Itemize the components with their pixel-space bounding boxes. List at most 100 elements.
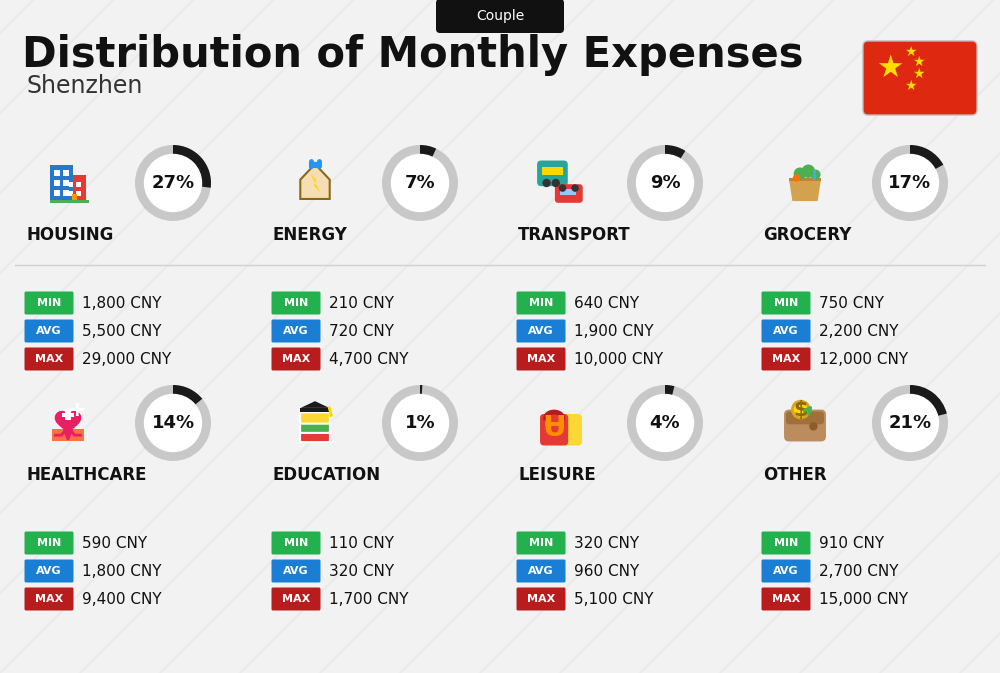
Polygon shape [789, 180, 821, 201]
Circle shape [810, 170, 821, 180]
Text: U: U [542, 414, 566, 442]
Text: 4%: 4% [650, 414, 680, 432]
FancyBboxPatch shape [516, 320, 566, 343]
Text: Distribution of Monthly Expenses: Distribution of Monthly Expenses [22, 34, 804, 76]
Wedge shape [910, 145, 943, 170]
Text: AVG: AVG [283, 326, 309, 336]
FancyBboxPatch shape [300, 421, 330, 433]
Text: MAX: MAX [527, 594, 555, 604]
Text: MAX: MAX [772, 594, 800, 604]
Text: MIN: MIN [284, 538, 308, 548]
Circle shape [882, 394, 938, 452]
Text: MIN: MIN [529, 298, 553, 308]
FancyBboxPatch shape [300, 413, 330, 424]
Text: 750 CNY: 750 CNY [819, 295, 884, 310]
Wedge shape [382, 385, 458, 461]
Text: MIN: MIN [284, 298, 308, 308]
Bar [69, 182, 73, 187]
Text: 9%: 9% [650, 174, 680, 192]
Text: 1,700 CNY: 1,700 CNY [329, 592, 409, 606]
Text: ★: ★ [912, 67, 924, 81]
FancyBboxPatch shape [272, 347, 320, 371]
Wedge shape [872, 385, 948, 461]
Text: 14%: 14% [151, 414, 195, 432]
Text: 5,100 CNY: 5,100 CNY [574, 592, 654, 606]
Text: MIN: MIN [37, 538, 61, 548]
FancyBboxPatch shape [24, 588, 74, 610]
Wedge shape [420, 145, 436, 157]
Text: 1%: 1% [405, 414, 435, 432]
Text: GROCERY: GROCERY [763, 226, 851, 244]
Text: 29,000 CNY: 29,000 CNY [82, 351, 171, 367]
Bar [63, 180, 69, 186]
Text: MAX: MAX [35, 354, 63, 364]
Text: EDUCATION: EDUCATION [273, 466, 381, 484]
FancyBboxPatch shape [555, 184, 583, 203]
Wedge shape [173, 385, 202, 405]
Text: 210 CNY: 210 CNY [329, 295, 394, 310]
Text: ENERGY: ENERGY [273, 226, 348, 244]
Circle shape [542, 179, 551, 187]
Bar [63, 170, 69, 176]
Text: 320 CNY: 320 CNY [574, 536, 639, 551]
Wedge shape [382, 145, 458, 221]
FancyBboxPatch shape [762, 588, 810, 610]
Text: HOUSING: HOUSING [26, 226, 113, 244]
Bar [66, 174, 86, 202]
Bar [76, 191, 81, 197]
Text: +: + [68, 400, 87, 419]
Text: AVG: AVG [773, 566, 799, 576]
Text: 17%: 17% [888, 174, 932, 192]
FancyBboxPatch shape [762, 320, 810, 343]
FancyBboxPatch shape [272, 291, 320, 314]
Bar [545, 422, 563, 427]
Text: AVG: AVG [36, 326, 62, 336]
FancyBboxPatch shape [516, 347, 566, 371]
FancyBboxPatch shape [24, 559, 74, 583]
Text: AVG: AVG [36, 566, 62, 576]
Circle shape [882, 155, 938, 211]
Circle shape [802, 164, 815, 178]
Circle shape [571, 184, 579, 192]
Bar [813, 170, 816, 180]
Wedge shape [135, 385, 211, 461]
Text: 2,700 CNY: 2,700 CNY [819, 563, 898, 579]
Text: AVG: AVG [528, 326, 554, 336]
Circle shape [794, 168, 806, 180]
FancyBboxPatch shape [537, 161, 568, 186]
Text: 12,000 CNY: 12,000 CNY [819, 351, 908, 367]
Polygon shape [55, 411, 81, 434]
Bar [542, 167, 563, 176]
Text: ★: ★ [912, 55, 924, 69]
Circle shape [793, 174, 800, 182]
Text: 7%: 7% [405, 174, 435, 192]
Text: AVG: AVG [283, 566, 309, 576]
Circle shape [392, 155, 448, 211]
FancyBboxPatch shape [272, 320, 320, 343]
Text: AVG: AVG [773, 326, 799, 336]
FancyBboxPatch shape [554, 414, 582, 446]
Wedge shape [665, 385, 674, 396]
Bar [789, 178, 821, 181]
Text: MAX: MAX [527, 354, 555, 364]
FancyBboxPatch shape [784, 410, 826, 441]
Text: ★: ★ [876, 53, 904, 83]
Text: MIN: MIN [37, 298, 61, 308]
FancyBboxPatch shape [272, 532, 320, 555]
Text: 320 CNY: 320 CNY [329, 563, 394, 579]
Circle shape [809, 422, 818, 431]
Bar [54, 170, 60, 176]
Circle shape [792, 401, 809, 418]
Text: MAX: MAX [772, 354, 800, 364]
Wedge shape [420, 385, 422, 394]
Bar [50, 165, 73, 202]
FancyBboxPatch shape [516, 291, 566, 314]
Circle shape [144, 394, 202, 452]
Bar [76, 182, 81, 187]
Text: 1,800 CNY: 1,800 CNY [82, 295, 162, 310]
Text: ★: ★ [904, 79, 916, 93]
FancyBboxPatch shape [762, 347, 810, 371]
FancyBboxPatch shape [762, 559, 810, 583]
Bar [69, 191, 73, 197]
Wedge shape [872, 145, 948, 221]
